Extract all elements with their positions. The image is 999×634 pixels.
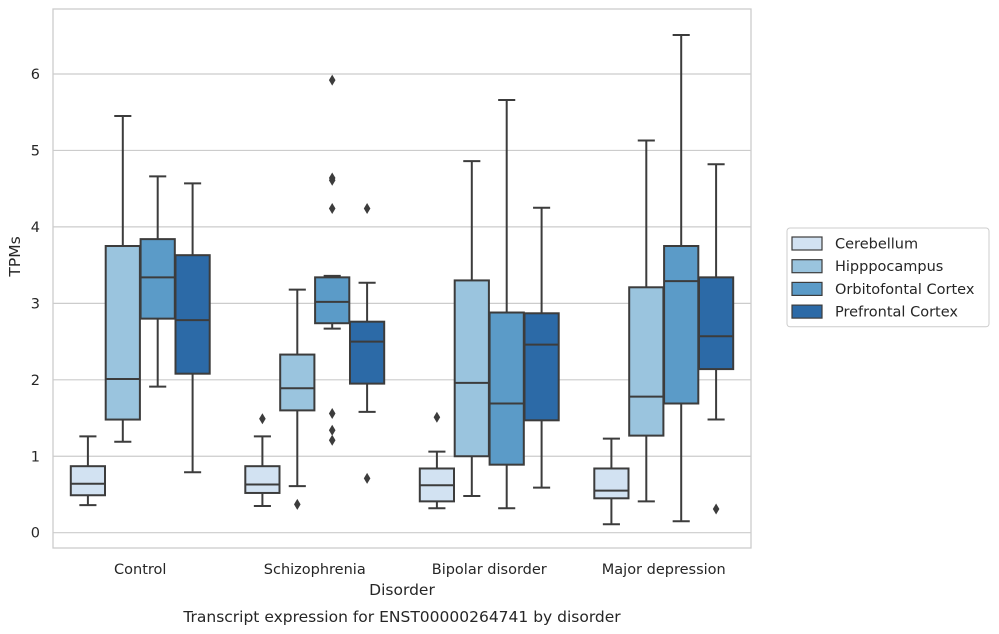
box-iqr	[244, 465, 281, 494]
legend-label: Cerebellum	[835, 237, 918, 253]
box-iqr	[314, 276, 351, 325]
box-iqr	[104, 245, 141, 421]
y-tick-label: 5	[31, 143, 40, 159]
legend-label: Orbitofontal Cortex	[835, 282, 975, 298]
box-iqr	[348, 320, 386, 385]
box-iqr	[174, 254, 211, 375]
box-iqr	[628, 286, 665, 437]
box-layer	[69, 33, 735, 526]
box-iqr	[69, 465, 107, 497]
box-cerebellum	[593, 437, 630, 526]
x-tick-label: Bipolar disorder	[432, 562, 547, 578]
box-cerebellum	[244, 413, 281, 507]
outlier-point	[363, 203, 371, 215]
x-axis-label: Disorder	[369, 581, 435, 599]
outlier-point	[363, 472, 371, 484]
outlier-point	[294, 498, 301, 510]
legend-label: Prefrontal Cortex	[835, 305, 958, 321]
box-prefrontal-cortex	[697, 163, 735, 515]
box-iqr	[279, 353, 316, 412]
box-cerebellum	[418, 411, 456, 510]
box-cerebellum	[69, 435, 107, 507]
outlier-point	[433, 411, 441, 423]
box-orbitofontal-cortex	[663, 33, 700, 523]
legend-item: Prefrontal Cortex	[791, 304, 958, 321]
outlier-point	[328, 74, 336, 86]
outlier-point	[328, 407, 336, 419]
plot-frame	[52, 8, 752, 549]
box-iqr	[488, 311, 525, 466]
x-tick-labels: Control Schizophrenia Bipolar disorder Majo…	[114, 562, 726, 578]
box-iqr	[523, 312, 560, 422]
legend-frame	[786, 227, 990, 328]
box-hipppocampus	[279, 288, 316, 510]
outlier-point	[712, 503, 720, 515]
legend-item: Hipppocampus	[791, 259, 943, 275]
box-hipppocampus	[628, 139, 665, 503]
box-prefrontal-cortex	[174, 182, 211, 474]
y-tick-label: 0	[31, 526, 40, 542]
y-tick-label: 2	[31, 373, 40, 389]
box-orbitofontal-cortex	[488, 98, 525, 510]
outlier-point	[328, 203, 336, 215]
legend-swatch	[791, 304, 823, 319]
y-axis-label: TPMs	[6, 236, 24, 277]
x-tick-label: Schizophrenia	[264, 562, 366, 578]
legend-item: Orbitofontal Cortex	[791, 281, 975, 298]
legend-item: Cerebellum	[791, 236, 918, 253]
box-hipppocampus	[104, 115, 141, 443]
y-tick-label: 4	[31, 220, 40, 236]
outlier-point	[328, 172, 336, 184]
legend-label: Hipppocampus	[835, 259, 943, 275]
y-tick-labels: 0 1 2 3 4 5 6	[31, 67, 40, 542]
legend-swatch	[791, 259, 823, 274]
y-tick-label: 6	[31, 67, 40, 83]
box-iqr	[453, 279, 490, 458]
box-prefrontal-cortex	[523, 206, 560, 489]
outlier-point	[328, 424, 336, 436]
legend-swatch	[791, 281, 823, 296]
x-tick-label: Major depression	[602, 562, 726, 578]
y-tick-label: 3	[31, 296, 40, 312]
box-iqr	[139, 238, 176, 320]
legend: Cerebellum Hipppocampus Orbitofontal Corte…	[786, 227, 990, 328]
box-prefrontal-cortex	[348, 203, 386, 484]
x-tick-label: Control	[114, 562, 166, 578]
box-iqr	[663, 245, 700, 405]
box-orbitofontal-cortex	[139, 175, 176, 388]
outlier-point	[328, 434, 336, 446]
box-hipppocampus	[453, 160, 490, 498]
y-tick-label: 1	[31, 449, 40, 465]
box-orbitofontal-cortex	[314, 74, 351, 446]
chart-title: Transcript expression for ENST0000026474…	[182, 608, 621, 626]
box-iqr	[593, 467, 630, 500]
outlier-point	[259, 413, 266, 425]
legend-swatch	[791, 236, 823, 251]
box-iqr	[697, 276, 735, 371]
